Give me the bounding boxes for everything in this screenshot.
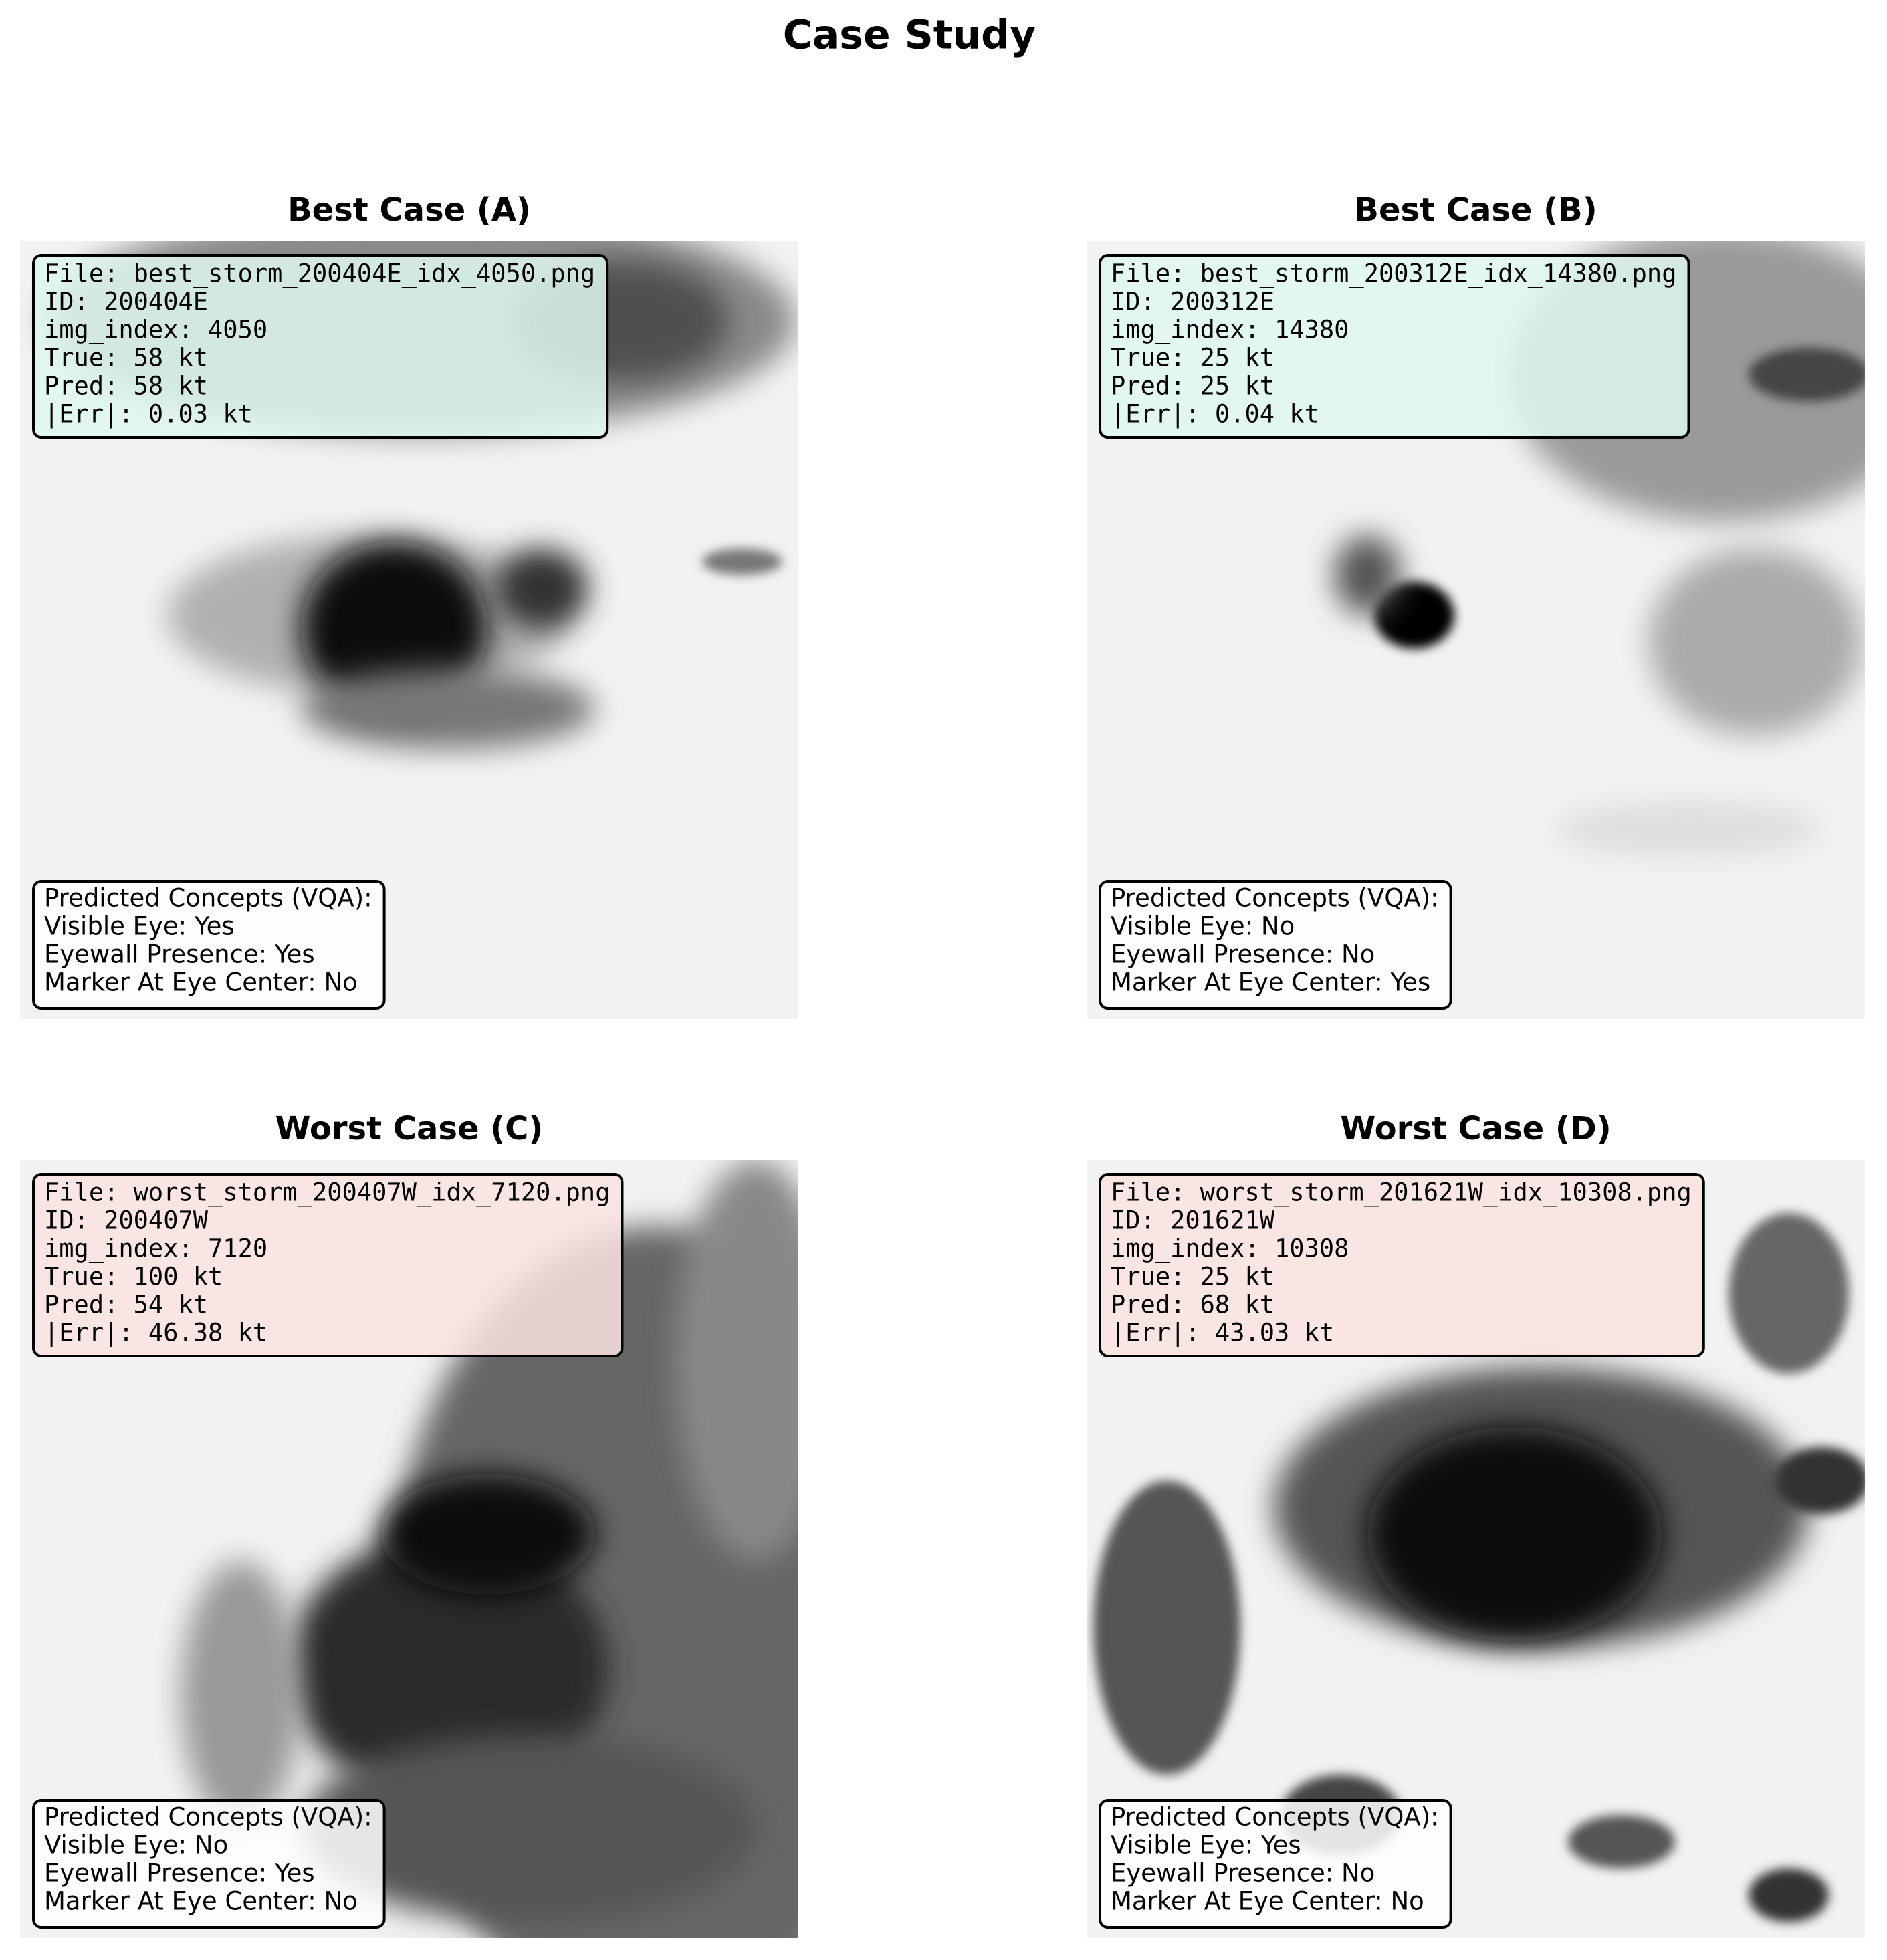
concept-line: Eyewall Presence: Yes: [44, 1859, 315, 1888]
concept-line: Predicted Concepts (VQA):: [1111, 1803, 1439, 1832]
concept-line: Predicted Concepts (VQA):: [44, 1803, 372, 1832]
cloud: [1648, 548, 1862, 736]
info-line: Pred: 54 kt: [44, 1291, 208, 1319]
info-box: [32, 1173, 624, 1357]
info-line: Pred: 68 kt: [1111, 1291, 1274, 1319]
concepts-box: [32, 880, 386, 1010]
cloud: [1749, 348, 1865, 401]
concept-line: Marker At Eye Center: No: [44, 1887, 358, 1916]
concept-line: Predicted Concepts (VQA):: [44, 884, 372, 913]
info-line: File: best_storm_200404E_idx_4050.png: [44, 259, 595, 289]
info-line: File: worst_storm_201621W_idx_10308.png: [1111, 1178, 1692, 1208]
cloud: [495, 548, 588, 629]
info-line: |Err|: 46.38 kt: [44, 1319, 267, 1347]
info-line: img_index: 14380: [1111, 316, 1349, 345]
concept-line: Visible Eye: Yes: [1111, 1831, 1301, 1860]
cloud: [301, 1735, 756, 1922]
info-line: True: 25 kt: [1111, 1263, 1274, 1291]
cloud: [1334, 535, 1401, 615]
cloud: [675, 1160, 798, 1561]
cloud: [301, 669, 595, 749]
cloud: [1749, 1868, 1829, 1922]
info-line: ID: 200407W: [44, 1206, 209, 1235]
info-line: |Err|: 0.04 kt: [1111, 400, 1319, 429]
cloud: [181, 1561, 301, 1828]
concept-line: Marker At Eye Center: No: [44, 968, 358, 997]
panel-title: Worst Case (C): [275, 1110, 544, 1148]
concept-line: Eyewall Presence: No: [1111, 940, 1375, 969]
concept-line: Eyewall Presence: Yes: [44, 940, 315, 969]
concept-line: Visible Eye: No: [44, 1831, 228, 1860]
panel-title: Best Case (B): [1354, 191, 1597, 229]
info-line: img_index: 4050: [44, 316, 267, 345]
concepts-box: [1099, 1799, 1452, 1929]
info-line: True: 58 kt: [44, 344, 208, 372]
info-line: True: 25 kt: [1111, 344, 1274, 372]
info-line: |Err|: 43.03 kt: [1111, 1319, 1334, 1347]
cloud: [1568, 1815, 1675, 1868]
cloud: [1729, 1213, 1849, 1374]
concept-line: Marker At Eye Center: No: [1111, 1887, 1424, 1916]
concepts-box: [1099, 880, 1452, 1010]
info-line: |Err|: 0.03 kt: [44, 400, 253, 429]
concept-line: Visible Eye: No: [1111, 912, 1295, 941]
info-line: Pred: 58 kt: [44, 372, 208, 401]
cloud: [702, 548, 782, 575]
concept-line: Predicted Concepts (VQA):: [1111, 884, 1439, 913]
cloud: [1775, 1447, 1865, 1514]
info-line: img_index: 10308: [1111, 1234, 1349, 1264]
figure-title: Case Study: [783, 12, 1036, 59]
info-line: ID: 200312E: [1111, 288, 1274, 316]
cloud: [1555, 802, 1822, 856]
info-line: File: worst_storm_200407W_idx_7120.png: [44, 1178, 610, 1208]
info-box: [1099, 254, 1690, 439]
cloud: [1093, 1481, 1240, 1775]
panel-title: Best Case (A): [288, 191, 531, 229]
info-line: ID: 200404E: [44, 288, 208, 316]
concept-line: Marker At Eye Center: Yes: [1111, 968, 1430, 997]
info-line: Pred: 25 kt: [1111, 372, 1274, 401]
panel-title: Worst Case (D): [1340, 1110, 1611, 1148]
info-box: [32, 254, 609, 439]
info-line: ID: 201621W: [1111, 1206, 1275, 1235]
info-line: File: best_storm_200312E_idx_14380.png: [1111, 259, 1676, 289]
info-line: img_index: 7120: [44, 1234, 267, 1264]
cloud: [1367, 1427, 1662, 1641]
concept-line: Eyewall Presence: No: [1111, 1859, 1375, 1888]
info-line: True: 100 kt: [44, 1263, 223, 1291]
info-box: [1099, 1173, 1705, 1357]
concepts-box: [32, 1799, 386, 1929]
concept-line: Visible Eye: Yes: [44, 912, 235, 941]
cloud: [381, 1474, 595, 1594]
